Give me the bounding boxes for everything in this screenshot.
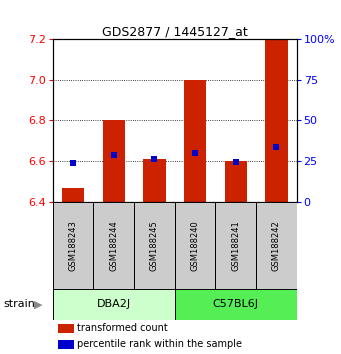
Text: strain: strain: [3, 299, 35, 309]
Title: GDS2877 / 1445127_at: GDS2877 / 1445127_at: [102, 25, 248, 38]
Bar: [53, 289, 175, 320]
Text: GSM188240: GSM188240: [191, 220, 199, 270]
Bar: [143, 159, 166, 202]
Bar: [224, 161, 247, 202]
Bar: [134, 202, 175, 289]
Text: percentile rank within the sample: percentile rank within the sample: [77, 339, 242, 349]
Text: GSM188242: GSM188242: [272, 220, 281, 270]
Bar: [62, 188, 84, 202]
Bar: [58, 324, 74, 333]
Text: DBA2J: DBA2J: [97, 299, 131, 309]
Text: C57BL6J: C57BL6J: [213, 299, 259, 309]
Text: GSM188245: GSM188245: [150, 220, 159, 270]
Bar: [216, 202, 256, 289]
Bar: [175, 202, 216, 289]
Bar: [103, 120, 125, 202]
Bar: [265, 39, 287, 202]
Text: transformed count: transformed count: [77, 324, 167, 333]
Bar: [58, 339, 74, 349]
Text: ▶: ▶: [34, 299, 43, 309]
Text: GSM188241: GSM188241: [231, 220, 240, 270]
Bar: [175, 289, 297, 320]
Bar: [53, 202, 93, 289]
Text: GSM188244: GSM188244: [109, 220, 118, 270]
Bar: [256, 202, 297, 289]
Text: GSM188243: GSM188243: [69, 220, 78, 270]
Bar: [184, 80, 206, 202]
Bar: [93, 202, 134, 289]
